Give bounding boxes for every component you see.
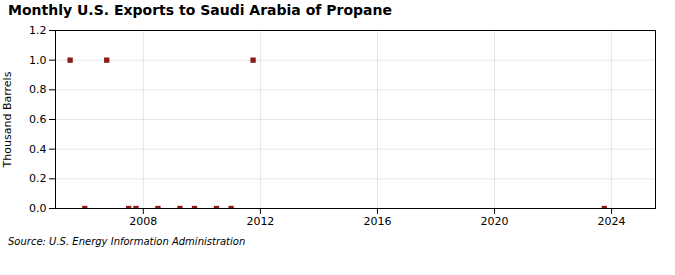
svg-text:1.2: 1.2: [29, 24, 47, 37]
svg-text:1.0: 1.0: [29, 54, 47, 67]
svg-text:0.0: 0.0: [29, 202, 47, 215]
html-text:Monthly U.S. Exports to Saudi: Monthly U.S. Exports to Saudi Arabia of …: [8, 2, 392, 18]
svg-text:0.8: 0.8: [29, 83, 47, 96]
svg-text:0.2: 0.2: [29, 172, 47, 185]
svg-text:0.6: 0.6: [29, 113, 47, 126]
svg-text:Thousand Barrels: Thousand Barrels: [1, 71, 14, 168]
svg-text:2016: 2016: [363, 215, 391, 228]
html-text:Source: U.S. Energy Informatio: Source: U.S. Energy Information Administ…: [8, 236, 246, 247]
svg-text:2008: 2008: [129, 215, 157, 228]
svg-text:2024: 2024: [598, 215, 626, 228]
svg-text:0.4: 0.4: [29, 143, 47, 156]
svg-text:2012: 2012: [246, 215, 274, 228]
svg-text:2020: 2020: [481, 215, 509, 228]
